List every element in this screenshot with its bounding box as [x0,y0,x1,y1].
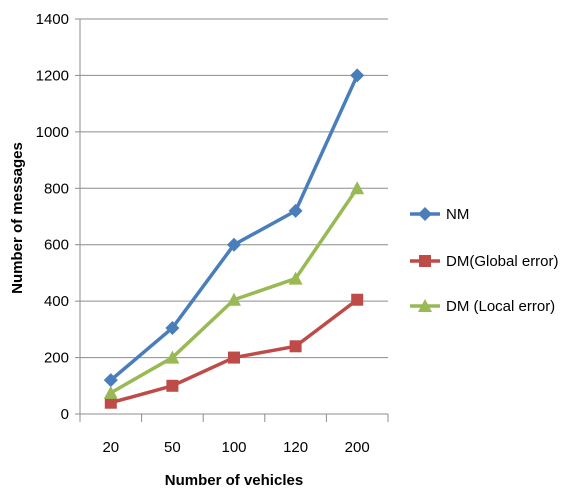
x-tick-labels: 20 50 100 120 200 [79,414,389,456]
y-tick-label-1000: 1000 [36,124,69,141]
data-point-2-4 [350,181,365,195]
data-point-1-0 [104,396,117,409]
y-tick-label-400: 400 [44,293,69,310]
x-tick-label-50: 50 [164,439,181,456]
grid-lines [80,18,388,359]
y-tick-label-1400: 1400 [36,11,69,28]
data-point-2-0 [103,385,118,399]
data-point-1-2 [228,351,240,364]
series-layer [103,68,365,409]
y-tick-label-1200: 1200 [36,67,69,84]
data-point-0-2 [227,237,241,252]
x-tick-label-120: 120 [283,439,308,456]
y-tick-label-0: 0 [61,406,69,423]
data-point-2-2 [227,292,241,306]
legend-label-0: NM [446,206,469,223]
data-point-1-4 [351,293,364,306]
data-point-2-3 [288,271,303,285]
series-2 [103,181,365,399]
data-point-0-0 [103,373,118,388]
y-axis-title: Number of messages [9,142,26,294]
legend-marker-1 [419,255,431,267]
data-point-1-1 [166,379,179,392]
series-line-1 [110,298,359,405]
x-tick-label-100: 100 [221,439,246,456]
x-axis-title: Number of vehicles [165,472,303,489]
series-line-0 [109,74,359,382]
legend-marker-2 [418,299,432,312]
y-tick-label-600: 600 [44,237,69,254]
data-point-0-3 [288,203,303,218]
y-tick-label-200: 200 [44,350,69,367]
data-point-1-3 [289,340,302,353]
series-1 [104,293,364,409]
data-point-2-1 [165,350,180,364]
legend-marker-0 [418,207,432,221]
data-point-0-4 [350,68,365,83]
x-tick-label-200: 200 [345,439,370,456]
legend-label-2: DM (Local error) [446,298,555,315]
legend: NM DM(Global error) DM (Local error) [410,206,559,315]
axes [79,19,388,415]
x-tick-label-20: 20 [102,439,119,456]
y-tick-label-800: 800 [44,180,69,197]
series-0 [103,68,365,388]
y-tick-labels: 0 200 400 600 800 1000 1200 1400 [36,11,80,423]
legend-label-1: DM(Global error) [446,253,559,270]
data-point-0-1 [165,320,180,335]
